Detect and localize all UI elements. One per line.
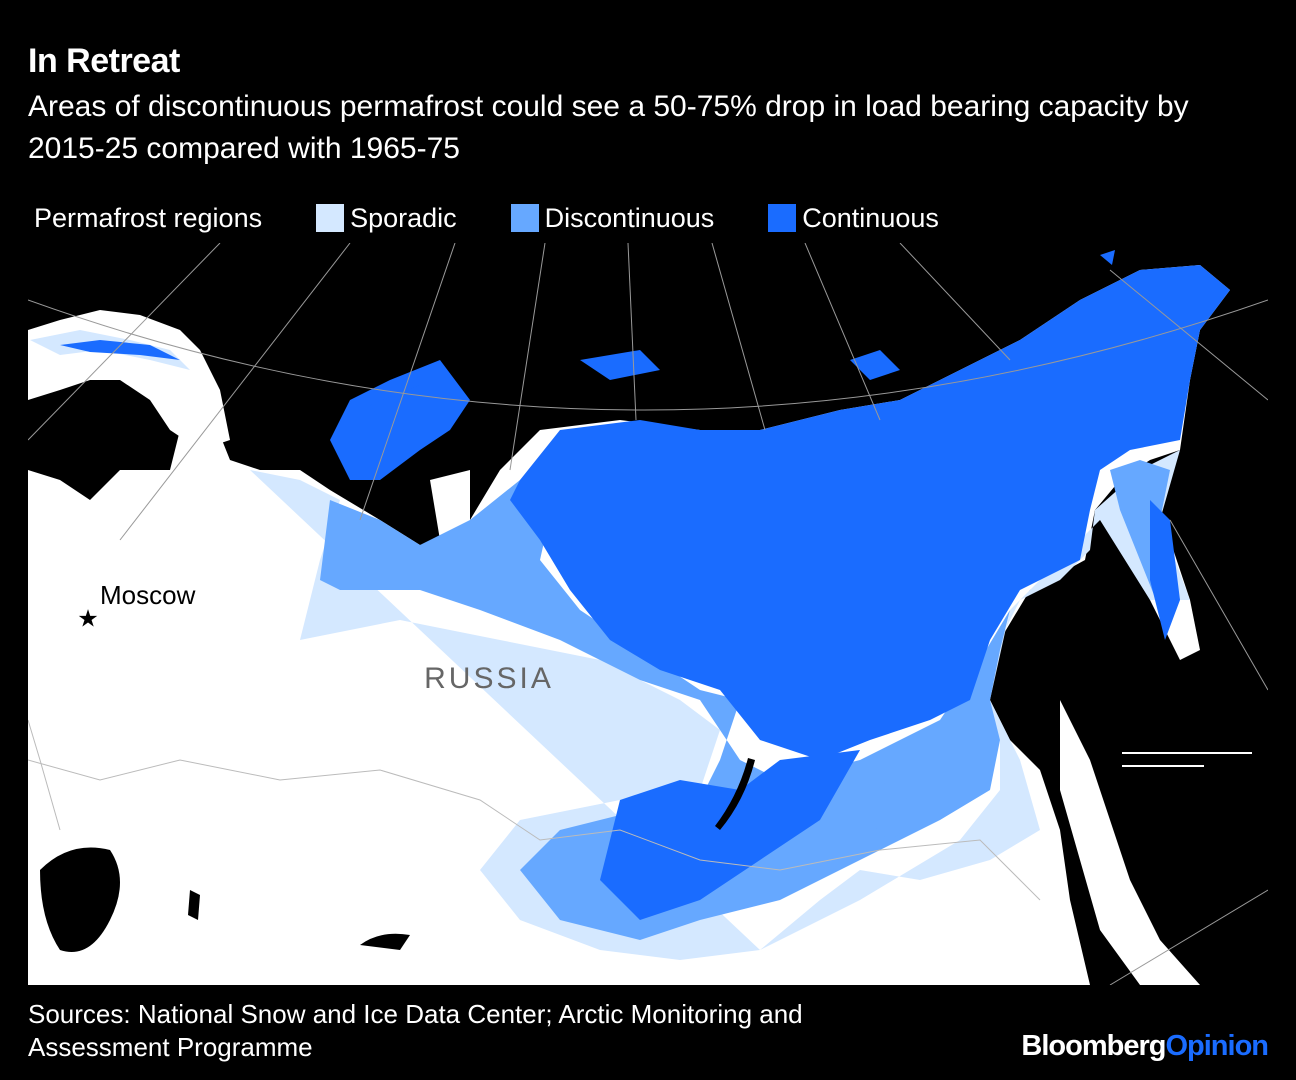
legend: Permafrost regions Sporadic Discontinuou… <box>34 200 939 236</box>
border <box>28 759 1041 901</box>
scale-label: 500 mi <box>1122 713 1200 743</box>
legend-title: Permafrost regions <box>34 202 263 233</box>
map-body: ★ Moscow RUSSIA 500 mi 500 km <box>28 243 1268 985</box>
lake <box>188 890 200 920</box>
legend-label: Sporadic <box>350 202 457 233</box>
city-label: Moscow <box>100 580 196 610</box>
title: In Retreat <box>28 42 180 80</box>
region-continuous <box>330 360 470 480</box>
brand: BloombergOpinion <box>1021 1030 1269 1063</box>
legend-swatch <box>768 204 797 232</box>
legend-item: Sporadic <box>316 203 457 234</box>
region-continuous <box>850 350 900 380</box>
region-discontinuous <box>872 782 908 838</box>
region-continuous <box>600 750 860 920</box>
lake <box>360 933 410 950</box>
legend-item: Discontinuous <box>510 202 715 234</box>
source: Sources: National Snow and Ice Data Cent… <box>28 999 803 1062</box>
country-label: RUSSIA <box>424 662 554 695</box>
brand-suffix: Opinion <box>1165 1030 1269 1062</box>
land <box>1060 700 1200 985</box>
legend-label: Discontinuous <box>544 202 715 233</box>
region-continuous <box>580 350 660 380</box>
region-continuous <box>60 340 180 360</box>
legend-swatch <box>316 204 345 232</box>
lake <box>715 758 755 830</box>
region-continuous <box>370 380 440 420</box>
city-marker: ★ <box>77 605 99 632</box>
graticule <box>28 243 1268 985</box>
region-continuous <box>1100 250 1115 265</box>
region-continuous <box>510 265 1230 760</box>
subtitle: Areas of discontinuous permafrost could … <box>28 90 1189 165</box>
region-discontinuous <box>320 470 1010 940</box>
legend-swatch <box>510 204 539 232</box>
legend-item: Continuous <box>768 203 939 234</box>
scale-label: 500 km <box>1122 774 1207 804</box>
map: ★ Moscow RUSSIA 500 mi 500 km <box>28 243 1268 985</box>
legend-label: Continuous <box>802 202 939 233</box>
sea-inland <box>40 847 120 952</box>
region-continuous <box>1150 500 1180 640</box>
brand-name: Bloomberg <box>1021 1030 1166 1062</box>
border <box>28 719 61 831</box>
